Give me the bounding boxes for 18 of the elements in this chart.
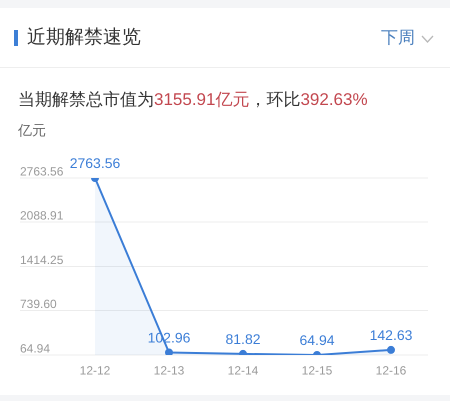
data-label: 81.82	[225, 330, 261, 347]
y-tick-label: 1414.25	[20, 252, 64, 267]
x-tick-label: 12-12	[80, 364, 111, 378]
data-label: 142.63	[370, 326, 413, 343]
text: 下周	[381, 28, 415, 48]
chart-subtitle: 当期解禁总市值为3155.91亿元，环比392.63%	[18, 90, 368, 109]
x-tick-label: 12-13	[154, 364, 185, 378]
y-tick-label: 739.60	[20, 297, 58, 312]
y-axis-title: 亿元	[18, 121, 46, 139]
data-label: 2763.56	[70, 154, 121, 171]
x-tick-label: 12-14	[228, 364, 259, 378]
y-tick-label: 2088.91	[20, 208, 64, 223]
x-tick-label: 12-15	[302, 364, 333, 378]
y-tick-label: 64.94	[20, 341, 50, 356]
data-label: 64.94	[299, 332, 335, 348]
x-tick-label: 12-16	[376, 364, 407, 378]
chart-title: 近期解禁速览	[27, 27, 141, 49]
y-tick-label: 2763.56	[20, 164, 64, 178]
